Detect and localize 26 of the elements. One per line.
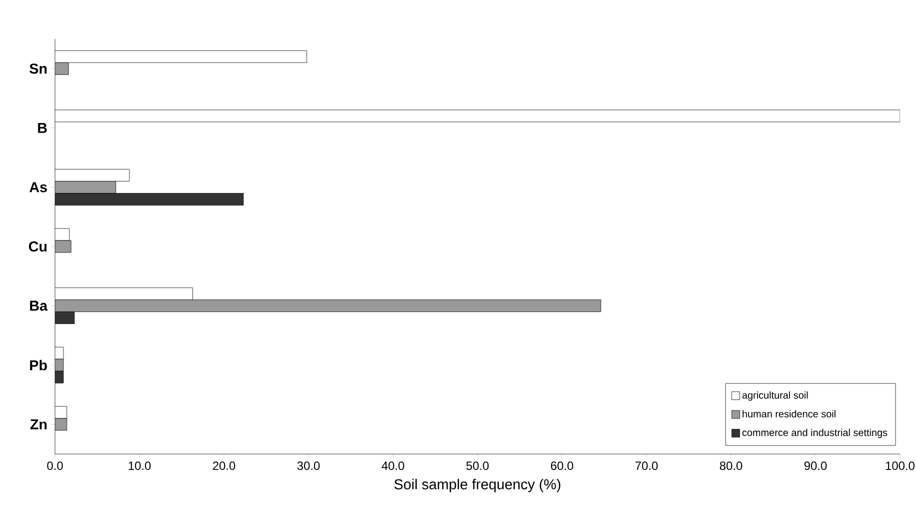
x-tick-label: 100.0 <box>886 462 915 470</box>
x-tick-label: 60.0 <box>550 462 574 470</box>
x-tick-label: 80.0 <box>720 462 742 470</box>
legend-label: agricultural soil <box>742 391 808 401</box>
legend-label: commerce and industrial settings <box>742 428 888 438</box>
y-tick-label: Sn <box>30 64 47 74</box>
x-tick-label: 20.0 <box>212 462 236 470</box>
x-tick-label: 10.0 <box>128 462 151 470</box>
bar <box>55 193 244 206</box>
y-tick-label: Ba <box>30 300 48 311</box>
x-tick-label: 0.0 <box>47 462 63 470</box>
x-tick-label: 30.0 <box>297 462 320 470</box>
y-tick-label: Cu <box>28 241 47 252</box>
legend-label: human residence soil <box>742 410 836 418</box>
x-tick-label: 40.0 <box>382 462 404 470</box>
y-tick-label: Pb <box>30 360 47 370</box>
y-tick-label: As <box>30 182 47 192</box>
x-tick-label: 90.0 <box>804 462 827 470</box>
x-tick-label: 50.0 <box>466 462 489 470</box>
x-axis-title: Soil sample frequency (%) <box>394 478 560 492</box>
y-tick-label: B <box>38 122 47 133</box>
x-tick-label: 70.0 <box>635 462 658 470</box>
bar <box>55 181 116 194</box>
bar <box>55 300 602 312</box>
y-tick-label: Zn <box>30 419 47 430</box>
bar <box>55 312 75 324</box>
